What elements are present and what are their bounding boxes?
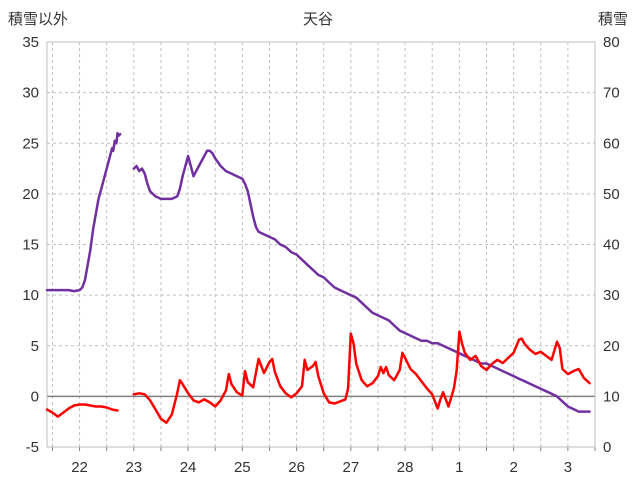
- plot-border: [46, 41, 596, 448]
- x-axis-tick-label: 24: [180, 459, 197, 476]
- left-axis-title: 積雪以外: [8, 11, 69, 28]
- right-axis-tick-label: 80: [603, 34, 620, 51]
- left-axis-tick-label: 0: [31, 388, 39, 405]
- x-axis-tick-label: 22: [71, 459, 88, 476]
- x-axis-tick-label: 28: [397, 459, 414, 476]
- x-axis-tick-label: 27: [342, 459, 359, 476]
- right-axis-tick-label: 60: [603, 135, 620, 152]
- left-axis-tick-label: 25: [22, 135, 39, 152]
- left-axis-tick-label: 5: [31, 338, 39, 355]
- right-axis-tick-label: 40: [603, 237, 620, 254]
- x-axis-tick-label: 3: [564, 459, 572, 476]
- right-axis-tick-label: 70: [603, 85, 620, 102]
- right-axis-tick-label: 0: [603, 439, 611, 456]
- x-axis-tick-label: 26: [288, 459, 305, 476]
- left-axis-tick-label: 15: [22, 237, 39, 254]
- x-axis-tick-label: 2: [509, 459, 517, 476]
- right-axis-tick-label: 50: [603, 186, 620, 203]
- left-axis-tick-label: -5: [26, 439, 39, 456]
- left-axis-tick-label: 35: [22, 34, 39, 51]
- right-axis-tick-label: 10: [603, 388, 620, 405]
- x-axis-tick-label: 23: [125, 459, 142, 476]
- right-axis-tick-label: 30: [603, 287, 620, 304]
- chart-title: 天谷: [302, 11, 333, 28]
- left-axis-tick-label: 10: [22, 287, 39, 304]
- right-axis-title: 積雪: [597, 11, 628, 28]
- x-axis-tick-label: 1: [455, 459, 463, 476]
- red-line: [45, 330, 591, 424]
- purple-line: [45, 131, 591, 413]
- x-axis-tick-label: 25: [234, 459, 251, 476]
- left-axis-tick-label: 20: [22, 186, 39, 203]
- right-axis-tick-label: 20: [603, 338, 620, 355]
- left-axis-tick-label: 30: [22, 85, 39, 102]
